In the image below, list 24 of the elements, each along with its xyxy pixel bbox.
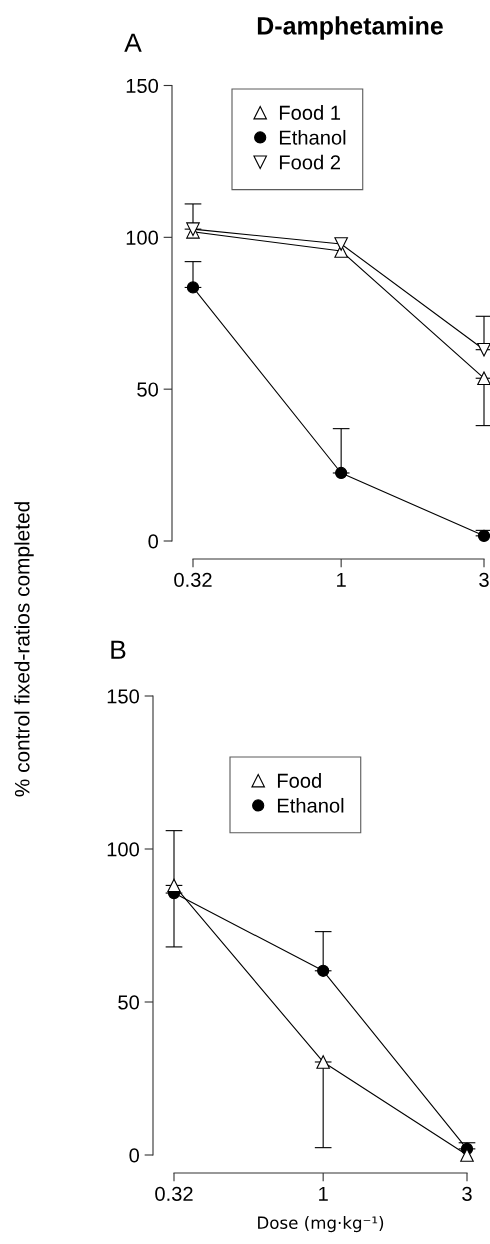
y-tick-label: 50 — [137, 382, 159, 397]
legend-label: Food 1 — [279, 105, 341, 120]
text: A — [124, 33, 142, 52]
legend-label: Food — [277, 773, 321, 788]
x-tick-label: 3 — [479, 572, 489, 587]
x-tick-label: 1 — [319, 1186, 328, 1201]
legend-label: Ethanol — [279, 129, 346, 145]
legend-label: Food 2 — [279, 154, 341, 170]
y-tick-label: 100 — [107, 842, 140, 857]
x-tick-label: 3 — [462, 1186, 472, 1201]
x-tick-label: 1 — [337, 572, 346, 587]
y-tick-label: 150 — [107, 689, 140, 704]
x-tick-label: 0.32 — [155, 1186, 193, 1201]
legend-label: Ethanol — [277, 797, 344, 813]
y-tick-label: 100 — [126, 230, 159, 245]
text: B — [111, 640, 126, 659]
y-tick-label: 0 — [148, 534, 159, 549]
chart-title: D-amphetamine — [257, 16, 443, 40]
x-axis-title: Dose (mg·kg⁻¹) — [258, 1216, 384, 1233]
y-tick-label: 50 — [118, 995, 140, 1010]
y-tick-label: 150 — [126, 78, 159, 93]
x-tick-label: 0.32 — [174, 572, 212, 587]
y-axis-title: % control fixed-ratios completed — [14, 502, 34, 797]
y-tick-label: 0 — [129, 1148, 140, 1163]
